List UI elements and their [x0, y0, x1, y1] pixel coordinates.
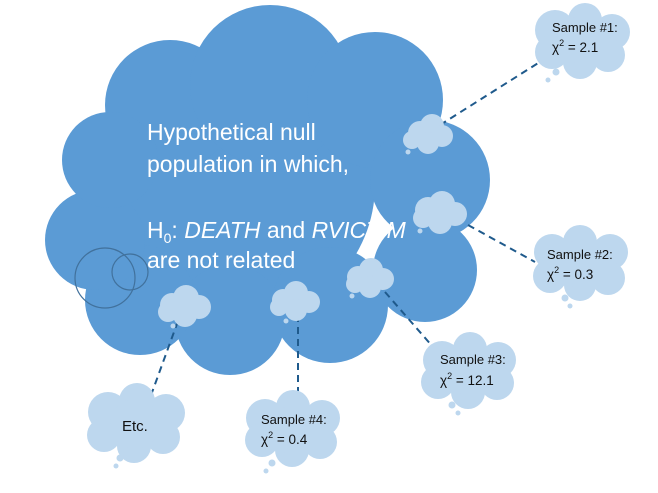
inner-cloud-1 — [403, 114, 453, 155]
inner-cloud-4 — [270, 281, 320, 324]
connector-sample-2 — [467, 224, 536, 263]
sample-3-cloud — [421, 332, 516, 416]
etc-label: Etc. — [122, 418, 148, 435]
connectors — [149, 59, 544, 405]
population-line-2: population in which, — [147, 151, 349, 177]
inner-sample-clouds — [158, 114, 467, 329]
sample-2-label: Sample #2: — [547, 247, 613, 262]
sample-1-label: Sample #1: — [552, 20, 618, 35]
etc-cloud — [87, 383, 185, 469]
population-text: Hypothetical null population in which, H… — [147, 119, 407, 273]
connector-etc — [149, 309, 183, 399]
sample-3-statistic: χ2 = 12.1 — [440, 371, 494, 388]
sample-4-statistic: χ2 = 0.4 — [261, 430, 308, 447]
sample-1-cloud — [535, 3, 630, 83]
sample-2-cloud — [533, 225, 628, 309]
sample-2-statistic: χ2 = 0.3 — [547, 265, 593, 282]
inner-cloud-5 — [158, 285, 211, 329]
connector-sample-1 — [439, 59, 544, 126]
null-hypothesis: H0: DEATH and RVICTIM — [147, 217, 407, 246]
sample-1-statistic: χ2 = 2.1 — [552, 38, 598, 55]
population-cloud-inner-bumps — [74, 247, 149, 309]
sample-4-cloud — [245, 390, 340, 474]
population-cloud — [45, 5, 490, 375]
inner-cloud-3 — [346, 258, 394, 299]
sample-4-label: Sample #4: — [261, 412, 327, 427]
population-line-1: Hypothetical null — [147, 119, 316, 145]
sample-3-label: Sample #3: — [440, 352, 506, 367]
population-line-4: are not related — [147, 247, 295, 273]
connector-sample-3 — [384, 291, 441, 356]
inner-cloud-2 — [413, 191, 467, 234]
